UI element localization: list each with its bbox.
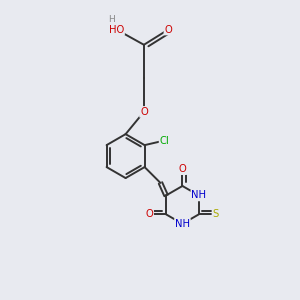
Text: O: O (140, 107, 148, 117)
Text: O: O (178, 164, 186, 174)
Text: H: H (109, 15, 115, 24)
Text: HO: HO (109, 25, 124, 34)
Text: S: S (212, 209, 219, 219)
Text: O: O (146, 209, 153, 219)
Text: NH: NH (191, 190, 206, 200)
Text: NH: NH (175, 219, 190, 229)
Text: Cl: Cl (160, 136, 169, 146)
Text: O: O (164, 25, 172, 34)
